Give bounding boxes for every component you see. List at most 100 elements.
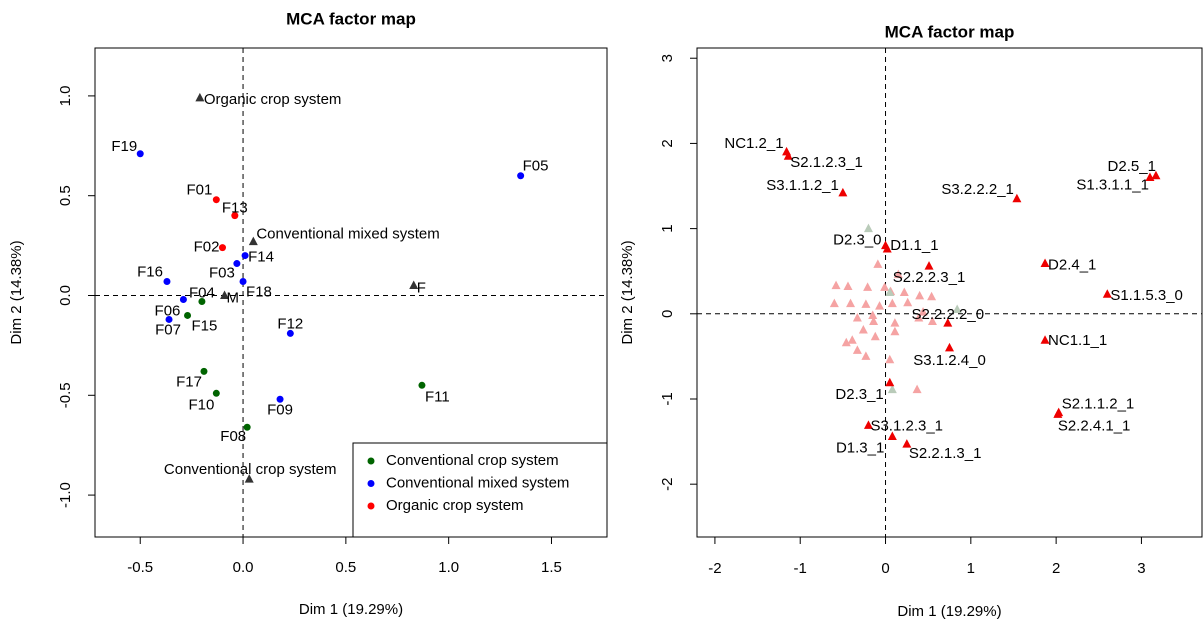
point: [887, 431, 897, 440]
point: [231, 212, 239, 220]
point-label: D2.3_0: [833, 232, 881, 249]
point: [243, 423, 251, 431]
point-label: F08: [220, 428, 246, 445]
point-label: F17: [176, 373, 202, 390]
point: [847, 335, 857, 344]
plot-box: [696, 47, 1203, 538]
point-label: S2.1.1.2_1: [1062, 396, 1135, 413]
point-label: S2.2.2.3_1: [893, 269, 966, 286]
point: [846, 298, 856, 308]
point-label: D1.1_1: [890, 237, 938, 254]
point-label: D2.5_1: [1108, 158, 1156, 175]
point: [924, 261, 934, 270]
x-tick-label: 1: [967, 560, 975, 577]
point-label: S2.2.1.3_1: [909, 445, 982, 462]
y-tick-label: 0.5: [57, 185, 74, 206]
point: [863, 420, 873, 429]
x-axis-label: Dim 1 (19.29%): [897, 603, 1001, 620]
legend-label: Conventional crop system: [386, 452, 559, 469]
point: [517, 172, 525, 180]
legend-marker: [367, 457, 375, 465]
point-label: F12: [277, 315, 303, 332]
point: [218, 244, 226, 252]
point: [852, 345, 862, 354]
point: [873, 259, 883, 268]
point-label: F03: [209, 265, 235, 282]
point: [899, 287, 909, 296]
point: [885, 354, 895, 364]
y-tick-label: -1.0: [57, 482, 74, 508]
x-tick-label: -1: [794, 560, 807, 577]
x-tick-label: -2: [708, 560, 721, 577]
point: [861, 299, 871, 308]
x-tick-label: 2: [1052, 560, 1060, 577]
point: [880, 282, 890, 291]
point: [887, 384, 897, 394]
point: [863, 282, 873, 291]
point: [927, 316, 937, 325]
point: [902, 439, 912, 448]
point-label: F10: [188, 396, 214, 413]
point-label: S3.1.2.4_0: [913, 352, 986, 369]
point: [163, 278, 171, 286]
point-label: Conventional mixed system: [256, 226, 439, 243]
point-label: F16: [137, 263, 163, 280]
point-label: F07: [155, 321, 181, 338]
plot-box: [94, 47, 608, 538]
point-label: S1.1.5.3_0: [1110, 287, 1183, 304]
point: [875, 301, 885, 310]
legend-box: [352, 442, 608, 538]
point: [885, 377, 895, 387]
point: [195, 92, 205, 102]
point: [783, 151, 793, 160]
chart-title: MCA factor map: [885, 22, 1015, 41]
point-label: S2.1.2.3_1: [790, 154, 863, 171]
point: [165, 315, 173, 323]
point: [179, 295, 187, 303]
point-label: S3.1.1.2_1: [766, 177, 839, 194]
x-tick-label: 0: [881, 560, 889, 577]
point-label: F06: [155, 302, 181, 319]
point: [1151, 170, 1161, 180]
point: [903, 297, 913, 307]
point: [409, 280, 419, 290]
point-label: Organic crop system: [204, 91, 342, 108]
x-tick-label: -0.5: [127, 559, 153, 576]
point-label: NC1.2_1: [724, 135, 783, 152]
point: [858, 324, 868, 334]
point: [841, 337, 851, 347]
point-label: D2.3_1: [835, 386, 883, 403]
x-axis-label: Dim 1 (19.29%): [299, 601, 403, 618]
x-tick-label: 0.0: [233, 559, 254, 576]
point-label: F: [417, 279, 426, 296]
y-tick-label: 3: [659, 54, 676, 62]
point: [248, 236, 258, 246]
point-label: S2.2.2.2_0: [912, 306, 985, 323]
point: [945, 342, 954, 352]
point: [220, 290, 230, 299]
point: [914, 313, 924, 322]
point: [1053, 409, 1063, 418]
y-tick-label: -1: [659, 392, 676, 405]
point: [852, 313, 862, 322]
y-axis-label: Dim 2 (14.38%): [8, 240, 25, 344]
x-tick-label: 1.0: [438, 559, 459, 576]
point: [870, 331, 880, 341]
point: [915, 290, 925, 300]
point: [239, 278, 247, 286]
point-label: F04: [189, 284, 215, 301]
point-label: M: [227, 289, 240, 306]
point: [198, 297, 206, 305]
point: [1040, 258, 1050, 268]
point: [1012, 193, 1022, 203]
point: [887, 298, 897, 308]
point: [912, 384, 922, 394]
legend-label: Organic crop system: [386, 497, 524, 514]
chart-title: MCA factor map: [286, 9, 416, 28]
point: [831, 280, 841, 290]
point-label: F13: [222, 200, 248, 217]
point: [890, 326, 900, 336]
point-label: S3.2.2.2_1: [941, 181, 1014, 198]
point-label: F02: [194, 239, 220, 256]
